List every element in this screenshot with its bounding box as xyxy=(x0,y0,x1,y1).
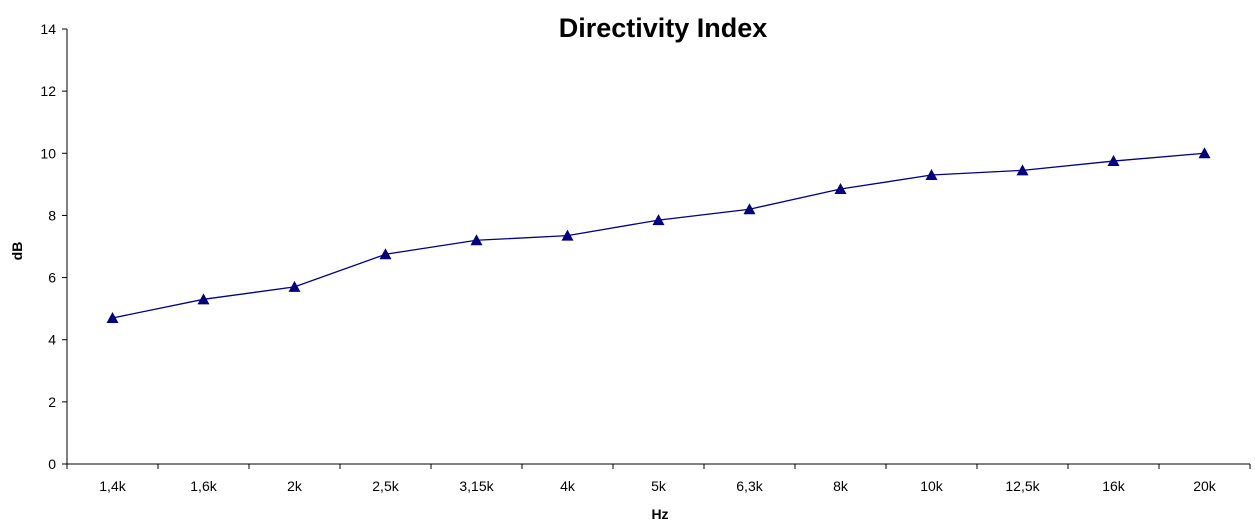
axes xyxy=(62,28,1251,469)
data-point-marker xyxy=(197,293,210,305)
x-tick-label: 10k xyxy=(920,478,944,494)
y-tick-label: 12 xyxy=(40,83,56,99)
x-tick-label: 12,5k xyxy=(1005,478,1040,494)
x-tick-label: 3,15k xyxy=(459,478,494,494)
data-point-marker xyxy=(288,280,301,292)
data-point-marker xyxy=(470,234,483,246)
x-tick-label: 6,3k xyxy=(736,478,763,494)
x-tick-labels: 1,4k 1,6k 2k 2,5k 3,15k 4k 5k 6,3k 8k 10k 12,5k 16k… xyxy=(99,478,1217,494)
chart-title: Directivity Index xyxy=(559,13,768,43)
x-tick-label: 2,5k xyxy=(372,478,399,494)
y-tick-label: 14 xyxy=(40,21,56,37)
y-axis-title: dB xyxy=(9,242,25,261)
data-point-marker xyxy=(1016,164,1029,176)
y-tick-labels: 0 2 4 6 8 10 12 14 xyxy=(40,21,56,472)
data-point-marker xyxy=(379,248,392,260)
x-tick-label: 5k xyxy=(651,478,667,494)
data-point-marker xyxy=(561,229,574,241)
x-tick-label: 8k xyxy=(833,478,849,494)
x-tick-label: 16k xyxy=(1102,478,1126,494)
data-point-marker xyxy=(834,183,847,195)
y-tick-label: 8 xyxy=(48,207,56,223)
data-point-marker xyxy=(925,169,938,181)
y-tick-label: 10 xyxy=(40,145,56,161)
series-line xyxy=(112,152,1205,319)
x-tick-label: 20k xyxy=(1193,478,1217,494)
data-point-marker xyxy=(743,203,756,215)
data-point-marker xyxy=(1107,155,1120,167)
y-tick-label: 2 xyxy=(48,394,56,410)
data-point-marker xyxy=(652,214,665,226)
x-tick-label: 1,6k xyxy=(190,478,217,494)
x-axis-title: Hz xyxy=(651,506,668,522)
x-tick-label: 1,4k xyxy=(99,478,126,494)
series-group xyxy=(106,147,1211,323)
x-tick-label: 2k xyxy=(287,478,303,494)
y-tick-label: 4 xyxy=(48,332,56,348)
data-point-marker xyxy=(106,311,119,323)
data-point-marker xyxy=(1198,147,1211,159)
y-tick-label: 6 xyxy=(48,270,56,286)
x-tick-label: 4k xyxy=(560,478,576,494)
y-tick-label: 0 xyxy=(48,456,56,472)
